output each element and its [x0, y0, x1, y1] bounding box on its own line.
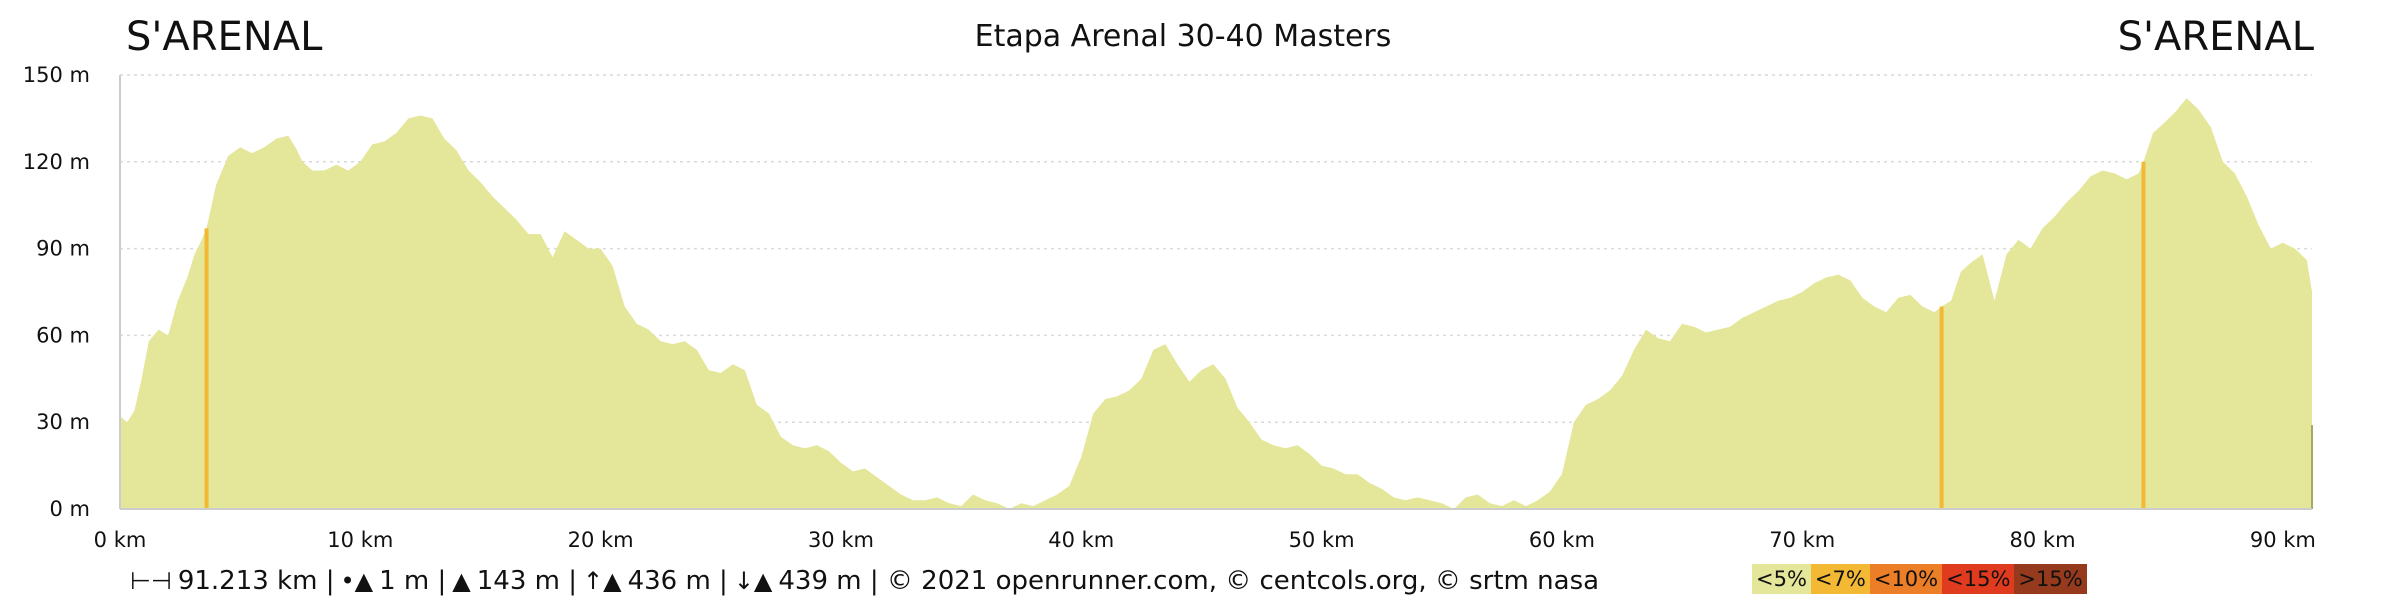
legend-item-lt5: <5% — [1752, 564, 1811, 594]
x-tick-label: 90 km — [2250, 528, 2316, 552]
start-label: S'ARENAL — [126, 14, 323, 60]
route-stats: ⊢⊣ 91.213 km | •▲ 1 m | ▲ 143 m | ↑▲ 436… — [130, 566, 1599, 596]
legend-item-lt10: <10% — [1869, 564, 1943, 594]
y-tick-label: 30 m — [36, 410, 90, 434]
y-tick-label: 60 m — [36, 323, 90, 347]
y-tick-label: 90 m — [36, 237, 90, 261]
elevation-fill — [120, 98, 2312, 509]
descent-value: 439 m | © 2021 openrunner.com, © centcol… — [778, 566, 1600, 596]
end-label: S'ARENAL — [2118, 14, 2315, 60]
y-tick-label: 0 m — [50, 497, 91, 521]
x-tick-label: 10 km — [327, 528, 393, 552]
descent-icon: ↓▲ — [733, 567, 773, 595]
min-altitude-icon: •▲ — [340, 567, 374, 595]
x-tick-label: 80 km — [2010, 528, 2076, 552]
chart-title: Etapa Arenal 30-40 Masters — [975, 19, 1392, 54]
x-tick-label: 60 km — [1529, 528, 1595, 552]
max-altitude-value: 143 m | — [476, 566, 577, 596]
x-tick-label: 0 km — [94, 528, 147, 552]
min-altitude-value: 1 m | — [379, 566, 447, 596]
x-tick-label: 20 km — [568, 528, 634, 552]
legend-item-gt15: >15% — [2014, 564, 2087, 594]
y-tick-label: 120 m — [23, 150, 90, 174]
axes — [119, 75, 2312, 510]
y-tick-label: 150 m — [23, 63, 90, 87]
x-tick-label: 50 km — [1289, 528, 1355, 552]
gradient-markers — [204, 161, 2146, 509]
y-tick-labels: 0 m 30 m 60 m 90 m 120 m 150 m — [23, 63, 90, 521]
distance-icon: ⊢⊣ — [130, 567, 172, 595]
ascent-icon: ↑▲ — [582, 567, 622, 595]
gradient-legend: <5% <7% <10% <15% >15% — [1752, 564, 2087, 594]
ascent-value: 436 m | — [627, 566, 728, 596]
x-tick-labels: 0 km 10 km 20 km 30 km 40 km 50 km 60 km 70 km 8… — [94, 528, 2316, 552]
x-tick-label: 30 km — [808, 528, 874, 552]
distance-value: 91.213 km | — [177, 566, 335, 596]
max-altitude-icon: ▲ — [452, 567, 471, 595]
legend-item-lt15: <15% — [1942, 564, 2015, 594]
x-tick-label: 70 km — [1769, 528, 1835, 552]
elevation-area — [120, 98, 2313, 509]
x-tick-label: 40 km — [1048, 528, 1114, 552]
legend-item-lt7: <7% — [1810, 564, 1870, 594]
